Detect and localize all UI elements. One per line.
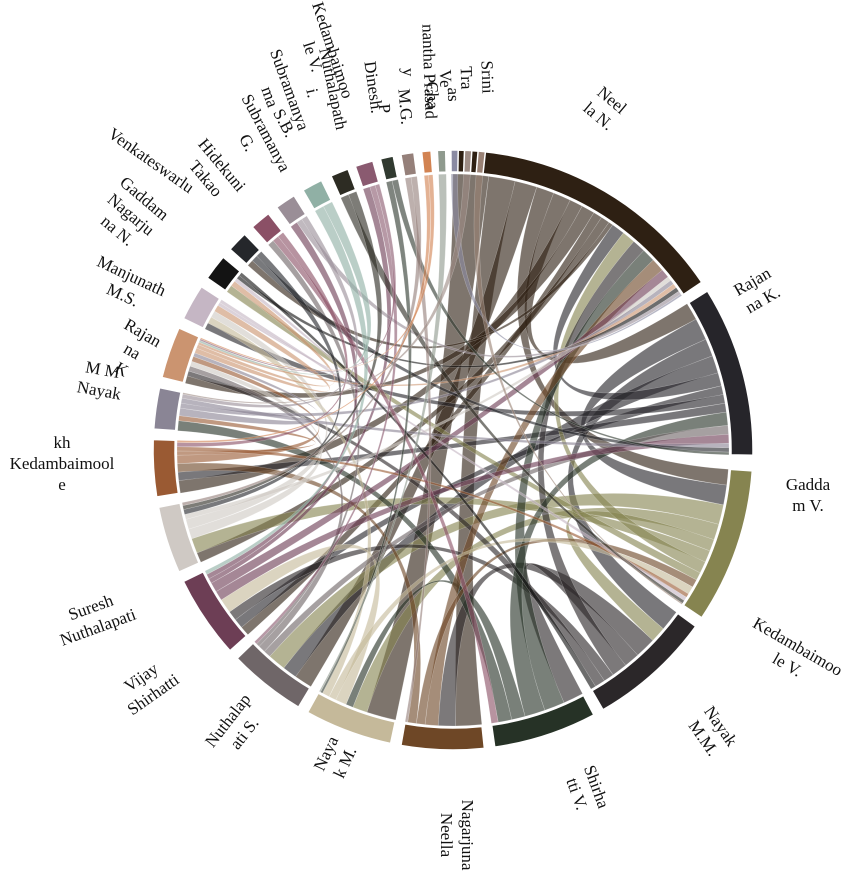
arc-asc — [462, 149, 473, 174]
ribbon-rajan-nuth — [235, 385, 724, 628]
ribbon-gadda-neel — [553, 232, 706, 574]
ribbon-subsb-gadda — [340, 194, 685, 604]
ribbon-neel-kedkh — [184, 205, 595, 399]
group-arcs — [152, 149, 754, 751]
arc-nuth — [182, 570, 248, 652]
ribbon-dinesh-suresh — [176, 174, 431, 443]
label-nayakk: Nayak M. — [310, 733, 362, 783]
arc-dinesh — [420, 150, 434, 175]
ribbon-asc-s12 — [182, 174, 471, 404]
ribbon-nuthal2-shirha — [404, 177, 432, 723]
arc-nagneel — [306, 692, 397, 745]
ribbon-nayakk-rajan — [264, 425, 729, 657]
ribbon-sri-gadda — [473, 174, 683, 605]
ribbon-shirha-gadda — [416, 537, 697, 725]
ribbon-suresh-gadda — [176, 446, 689, 598]
label-nuth: Nuthalapati S. — [201, 690, 271, 764]
label-nagneel: NagarjunaNeella — [437, 800, 477, 871]
ribbon-gadda-rajk — [226, 285, 701, 581]
arc-gadda — [682, 468, 754, 619]
ribbon-nayakm-rajan — [509, 411, 729, 717]
ribbon-nagneel-gadda — [328, 537, 693, 701]
ribbon-kedkh-rajk — [196, 281, 336, 387]
label-nayakm: NayakM.M. — [683, 702, 742, 762]
label-anan: nantha Prasady — [397, 24, 440, 121]
arc-shirha — [400, 722, 486, 751]
arc-nuthal2 — [400, 151, 418, 178]
arc-subsb — [329, 168, 357, 198]
ribbon-s12-rajan — [180, 397, 730, 448]
ribbon-vijay-neel — [184, 276, 672, 520]
label-rajan: Rajanna K. — [730, 263, 785, 318]
ribbon-hide-nuth — [204, 206, 369, 575]
ribbon-nuth-neel — [210, 269, 669, 592]
ribbon-mgp-nagneel — [318, 173, 447, 693]
arc-anan — [450, 149, 459, 173]
label-shirha: Shirhatti V. — [560, 763, 613, 819]
ribbon-gadn-suresh — [176, 232, 348, 447]
ribbon-neel-manj — [247, 222, 613, 349]
arc-kedkh — [161, 326, 201, 384]
arc-vijay — [157, 502, 201, 574]
arc-mmn — [182, 285, 221, 330]
arc-s12 — [152, 386, 182, 432]
ribbon-rajan-nayakk — [283, 355, 719, 677]
arc-subma — [354, 159, 380, 189]
label-vijay: VijayShirhatti — [112, 653, 183, 720]
arc-suresh — [152, 438, 180, 498]
ribbon-manj-rajan — [251, 255, 730, 453]
ribbon-nuth-rajan — [215, 434, 730, 601]
arc-mgp — [436, 149, 447, 174]
arc-rajk — [206, 256, 242, 292]
ribbon-neel-vijay — [196, 217, 610, 563]
ribbon-venk-s12 — [181, 215, 359, 408]
arc-manj — [228, 233, 261, 266]
arc-gadn — [251, 212, 283, 245]
label-suresh: SureshNuthalapati — [50, 585, 138, 650]
arc-kedv2 — [379, 155, 399, 182]
ribbon-kedv2-nagneel — [320, 180, 412, 694]
ribbon-dinesh-kedkh — [200, 174, 435, 371]
label-kedkh: kh Kedambaimool e — [10, 433, 115, 494]
ribbons — [176, 173, 730, 727]
label-gadda: Gadda m V. — [786, 475, 831, 515]
label-sri: SriniTraVe — [435, 60, 497, 95]
label-asc: asCha — [423, 80, 464, 109]
arc-hide — [301, 179, 333, 211]
label-mgp: M.G.P — [373, 88, 416, 127]
label-neel: Neella N. — [580, 82, 631, 134]
arc-sri — [475, 150, 487, 175]
label-manj: ManjunathM.S. — [85, 252, 169, 320]
arc-kedl — [590, 612, 697, 711]
arc-nayakm — [490, 694, 595, 748]
ribbon-shirha-suresh — [177, 462, 421, 724]
arc-venk — [275, 194, 307, 227]
label-kedl: Kedambaimoole V. — [739, 613, 846, 698]
label-gadn: GaddamNagarjuna N. — [89, 173, 172, 257]
arc-rajan — [687, 289, 754, 456]
ribbon-rajk-neel — [236, 275, 680, 368]
ribbon-kedkh-mmn — [194, 305, 330, 393]
arc-nayakk — [236, 642, 311, 709]
ribbon-subsb-vijay — [182, 191, 383, 510]
ribbon-subma-kedkh — [199, 183, 397, 373]
